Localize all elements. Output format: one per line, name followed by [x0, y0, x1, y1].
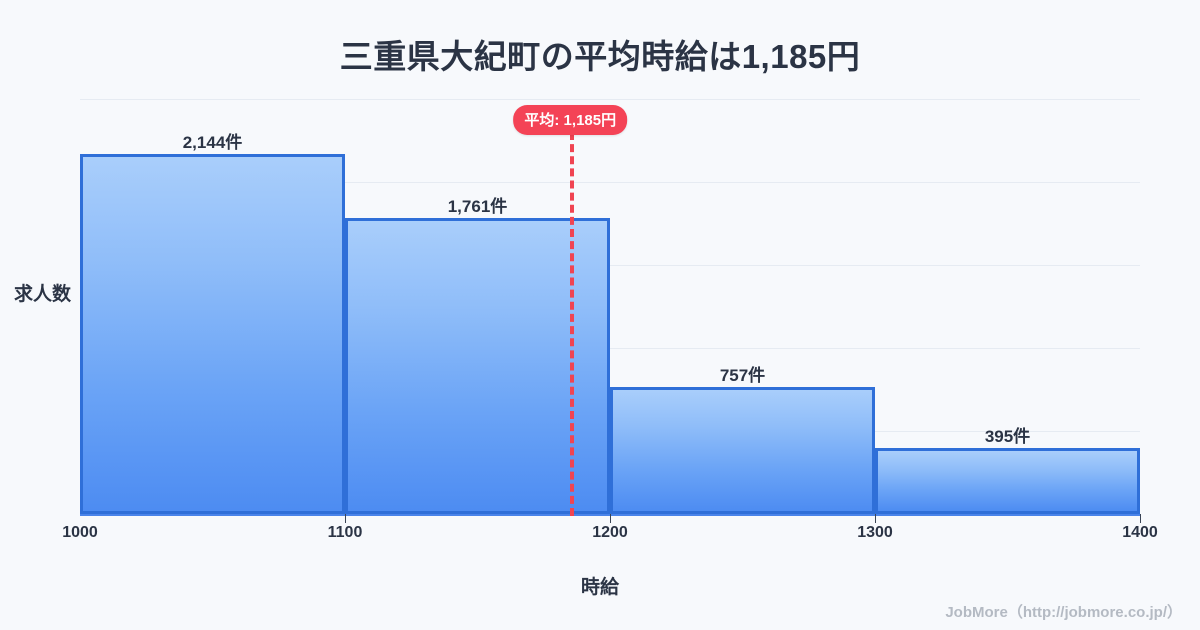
x-tick-label: 1000: [62, 524, 98, 541]
chart-title: 三重県大紀町の平均時給は1,185円: [339, 38, 861, 75]
gridline: [80, 99, 1140, 100]
bar: [80, 154, 345, 514]
x-tick-mark: [875, 514, 876, 523]
x-tick-mark: [1140, 514, 1141, 523]
bar-value-label: 757件: [719, 365, 766, 385]
y-axis-title: 求人数: [14, 284, 72, 305]
bar: [875, 447, 1140, 514]
bar: [610, 386, 875, 514]
gridline: [80, 265, 1140, 266]
x-axis-title: 時給: [580, 577, 619, 598]
x-tick-label: 1100: [327, 524, 363, 541]
mean-line: [570, 132, 575, 516]
x-tick-mark: [345, 514, 346, 523]
bar: [345, 218, 610, 514]
x-tick-label: 1400: [1122, 524, 1158, 541]
x-tick-mark: [610, 514, 611, 523]
x-tick-label: 1300: [857, 524, 893, 541]
gridline: [80, 182, 1140, 183]
plot-area: 2,144件 1,761件 757件 395件: [80, 99, 1140, 514]
bar-value-label: 1,761件: [447, 197, 508, 217]
footer-credit: JobMore（http://jobmore.co.jp/）: [945, 604, 1182, 621]
mean-badge: 平均: 1,185円: [513, 105, 628, 135]
x-tick-label: 1200: [592, 524, 628, 541]
bar-value-label: 2,144件: [182, 133, 243, 153]
gridline: [80, 348, 1140, 349]
bar-value-label: 395件: [984, 426, 1031, 446]
